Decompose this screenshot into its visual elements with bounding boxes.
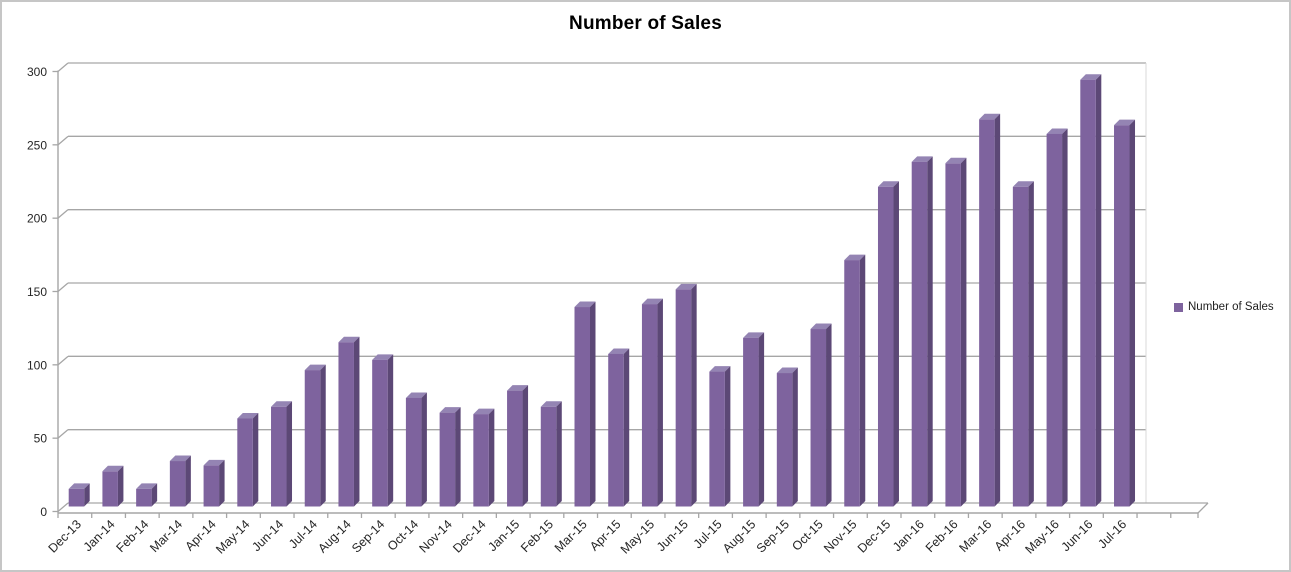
bar-Jun-14[interactable] — [271, 401, 293, 507]
x-tick-label-Jun-15: Jun-15 — [654, 517, 691, 554]
y-tick-label-100: 100 — [27, 358, 47, 372]
bar-Sep-15[interactable] — [776, 367, 798, 507]
x-tick-label-Jul-16: Jul-16 — [1095, 517, 1129, 551]
y-tick-label-150: 150 — [27, 285, 47, 299]
x-tick-label-Mar-14: Mar-14 — [147, 517, 185, 555]
bar-Oct-14[interactable] — [405, 392, 427, 507]
bar-Feb-14[interactable] — [136, 483, 158, 507]
x-tick-label-May-15: May-15 — [618, 517, 657, 556]
x-tick-label-May-14: May-14 — [213, 517, 252, 556]
bar-Jul-14[interactable] — [304, 364, 326, 507]
x-tick-label-Nov-15: Nov-15 — [821, 517, 859, 555]
chart-title: Number of Sales — [569, 13, 722, 34]
bar-Jun-16[interactable] — [1080, 74, 1102, 507]
x-tick-label-Sep-14: Sep-14 — [349, 517, 387, 555]
bar-Jul-15[interactable] — [709, 366, 731, 507]
x-tick-label-Jun-14: Jun-14 — [249, 517, 286, 554]
y-tick-label-0: 0 — [40, 505, 47, 519]
x-tick-label-Aug-15: Aug-15 — [720, 517, 758, 555]
x-tick-label-Feb-14: Feb-14 — [114, 517, 152, 555]
x-tick-label-May-16: May-16 — [1022, 517, 1061, 556]
bar-Jan-16[interactable] — [911, 156, 933, 507]
x-tick-label-Oct-14: Oct-14 — [385, 517, 421, 553]
y-axis-labels: 0 50 100 150 200 250 300 — [27, 65, 47, 519]
bar-series-number-of-sales — [68, 74, 1136, 507]
bar-Apr-16[interactable] — [1012, 181, 1034, 507]
bar-Feb-15[interactable] — [540, 401, 562, 507]
gridlines — [52, 62, 1208, 513]
bar-May-16[interactable] — [1046, 128, 1068, 507]
bar-Oct-15[interactable] — [810, 323, 832, 507]
bar-Jan-15[interactable] — [507, 385, 529, 507]
x-tick-label-Jan-14: Jan-14 — [81, 517, 118, 554]
x-tick-label-Dec-13: Dec-13 — [46, 517, 84, 555]
x-tick-label-Oct-15: Oct-15 — [789, 517, 825, 553]
bar-Sep-14[interactable] — [372, 354, 394, 507]
bar-Jan-14[interactable] — [102, 465, 124, 507]
x-tick-label-Dec-14: Dec-14 — [450, 517, 488, 555]
legend-entry[interactable]: Number of Sales — [1174, 301, 1274, 313]
y-tick-label-300: 300 — [27, 65, 47, 79]
x-tick-label-Dec-15: Dec-15 — [855, 517, 893, 555]
bar-Mar-14[interactable] — [169, 455, 191, 507]
bar-Mar-15[interactable] — [574, 301, 596, 507]
bar-Apr-14[interactable] — [203, 459, 225, 507]
bar-Aug-15[interactable] — [743, 332, 765, 507]
bar-Jun-15[interactable] — [675, 283, 697, 507]
legend-marker-icon — [1174, 302, 1183, 312]
x-tick-label-Feb-16: Feb-16 — [923, 517, 961, 555]
bar-May-14[interactable] — [237, 413, 259, 507]
bar-Dec-15[interactable] — [877, 181, 899, 507]
bar-Jul-16[interactable] — [1114, 119, 1136, 507]
x-tick-label-Jan-16: Jan-16 — [890, 517, 927, 554]
x-tick-label-Jun-16: Jun-16 — [1059, 517, 1096, 554]
x-tick-label-Mar-16: Mar-16 — [957, 517, 995, 555]
bar-Dec-14[interactable] — [473, 408, 495, 507]
x-tick-label-Aug-14: Aug-14 — [315, 517, 353, 555]
y-tick-label-250: 250 — [27, 138, 47, 152]
x-axis-labels: Dec-13Jan-14Feb-14Mar-14Apr-14May-14Jun-… — [46, 517, 1130, 556]
x-tick-label-Feb-15: Feb-15 — [518, 517, 556, 555]
legend-label: Number of Sales — [1188, 301, 1274, 313]
y-tick-label-200: 200 — [27, 212, 47, 226]
bar-Nov-15[interactable] — [844, 254, 866, 507]
x-tick-label-Nov-14: Nov-14 — [417, 517, 455, 555]
axes — [57, 70, 1209, 518]
bar-Apr-15[interactable] — [608, 348, 630, 507]
bar-May-15[interactable] — [641, 298, 663, 507]
bar-Nov-14[interactable] — [439, 407, 461, 507]
x-tick-label-Sep-15: Sep-15 — [754, 517, 792, 555]
x-tick-label-Jan-15: Jan-15 — [485, 517, 522, 554]
bar-Feb-16[interactable] — [945, 157, 967, 507]
y-tick-label-50: 50 — [34, 432, 48, 446]
bar-Mar-16[interactable] — [979, 113, 1001, 507]
bar-Dec-13[interactable] — [68, 483, 90, 507]
bar-Aug-14[interactable] — [338, 336, 360, 507]
x-tick-label-Mar-15: Mar-15 — [552, 517, 590, 555]
